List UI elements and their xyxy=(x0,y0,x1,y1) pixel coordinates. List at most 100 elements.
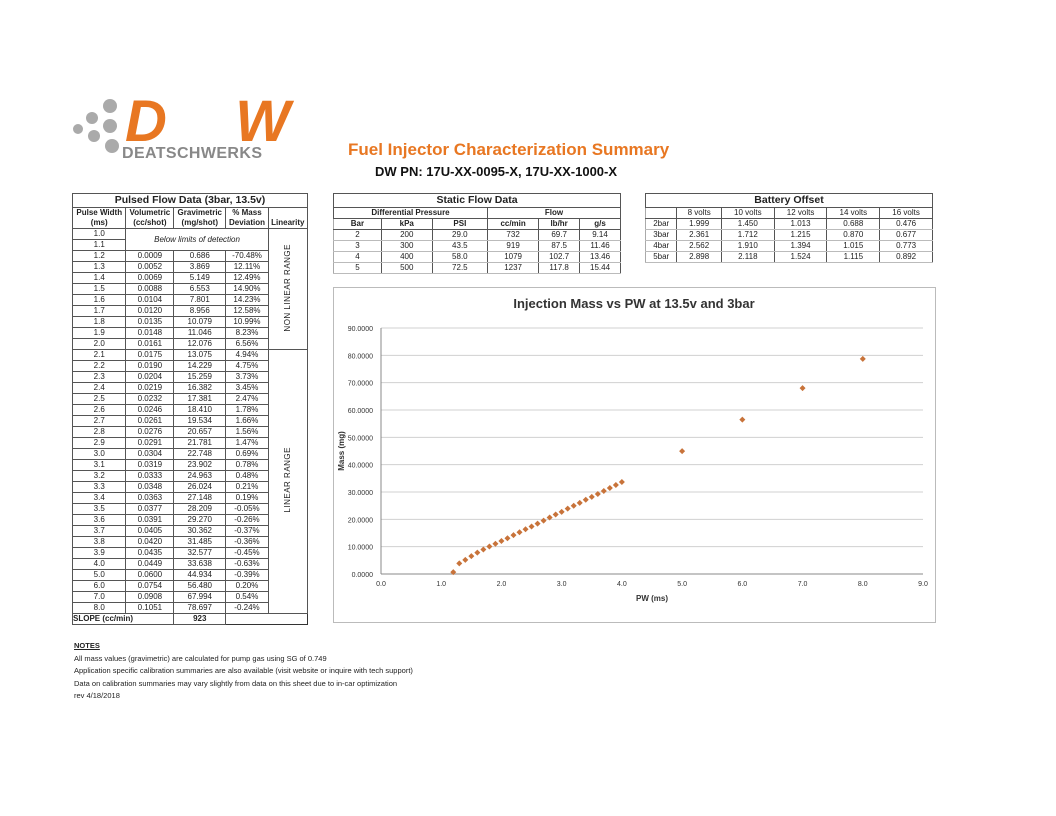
cell: 15.44 xyxy=(579,262,621,274)
cell: 1.524 xyxy=(773,251,828,263)
data-point xyxy=(588,493,595,500)
table-row: 3bar 2.361 1.712 1.215 0.870 0.677 xyxy=(644,229,933,241)
table-row: 2.3 0.0204 15.259 3.73% xyxy=(71,371,308,383)
gravimetric: 56.480 xyxy=(173,580,227,592)
column-header: cc/min xyxy=(487,218,540,230)
y-axis-label: Mass (mg) xyxy=(337,431,346,471)
x-tick-label: 6.0 xyxy=(737,581,747,588)
table-row: 2.1 0.0175 13.075 4.94% LINEAR RANGE xyxy=(71,349,309,614)
table-row: 1.9 0.0148 11.046 8.23% xyxy=(71,327,308,339)
column-header: (ms) xyxy=(71,218,127,229)
header-row: Bar kPa PSI cc/min lb/hr g/s xyxy=(333,218,621,230)
volumetric: 0.0190 xyxy=(125,360,175,372)
cell: 2.898 xyxy=(676,251,722,263)
cell: 4bar xyxy=(644,240,678,252)
cell: 0.688 xyxy=(826,218,881,230)
column-header: 8 volts xyxy=(676,207,722,219)
pulse-width: 6.0 xyxy=(71,580,127,592)
pulse-width: 3.8 xyxy=(71,536,127,548)
x-tick-label: 4.0 xyxy=(617,581,627,588)
pulse-width: 1.6 xyxy=(71,294,127,306)
cell: 72.5 xyxy=(431,262,489,274)
data-point xyxy=(558,508,565,515)
cell: 1.712 xyxy=(720,229,775,241)
volumetric: 0.0391 xyxy=(125,514,175,526)
mass-deviation: -0.63% xyxy=(225,558,269,570)
gravimetric: 27.148 xyxy=(173,492,227,504)
cell: 43.5 xyxy=(431,240,489,252)
data-point xyxy=(618,479,625,486)
data-point xyxy=(540,517,547,524)
column-header: (mg/shot) xyxy=(173,218,227,229)
mass-deviation: 0.21% xyxy=(225,481,269,493)
pulse-width: 1.2 xyxy=(71,250,127,262)
gravimetric: 33.638 xyxy=(173,558,227,570)
mass-deviation: 12.49% xyxy=(225,272,269,284)
gravimetric: 15.259 xyxy=(173,371,227,383)
cell: 9.14 xyxy=(579,229,621,241)
pulse-width: 2.7 xyxy=(71,415,127,427)
cell: 2.118 xyxy=(720,251,775,263)
volumetric: 0.0754 xyxy=(125,580,175,592)
cell: 919 xyxy=(487,240,540,252)
cell: 300 xyxy=(380,240,433,252)
injection-mass-chart: Injection Mass vs PW at 13.5v and 3bar 0.… xyxy=(333,287,936,623)
table-row: 3.4 0.0363 27.148 0.19% xyxy=(71,492,308,504)
cell: 1.215 xyxy=(773,229,828,241)
data-point xyxy=(450,569,457,576)
y-tick-label: 50.0000 xyxy=(348,435,373,442)
column-header: Bar xyxy=(333,218,382,230)
y-tick-label: 90.0000 xyxy=(348,326,373,333)
pulse-width: 2.4 xyxy=(71,382,127,394)
gravimetric: 32.577 xyxy=(173,547,227,559)
mass-deviation: -0.26% xyxy=(225,514,269,526)
volumetric: 0.0600 xyxy=(125,569,175,581)
gravimetric: 0.686 xyxy=(173,250,227,262)
table-row: 5 500 72.5 1237 117.8 15.44 xyxy=(333,262,621,274)
gravimetric: 78.697 xyxy=(173,602,227,614)
pulse-width: 1.4 xyxy=(71,272,127,284)
table-row: 6.0 0.0754 56.480 0.20% xyxy=(71,580,308,592)
mass-deviation: 6.56% xyxy=(225,338,269,350)
volumetric: 0.0291 xyxy=(125,437,175,449)
x-tick-label: 0.0 xyxy=(376,581,386,588)
column-header: g/s xyxy=(579,218,621,230)
gravimetric: 19.534 xyxy=(173,415,227,427)
title-row: Battery Offset xyxy=(645,193,933,208)
x-tick-label: 3.0 xyxy=(557,581,567,588)
mass-deviation: 1.47% xyxy=(225,437,269,449)
gravimetric: 18.410 xyxy=(173,404,227,416)
pulse-width: 1.7 xyxy=(71,305,127,317)
gravimetric: 28.209 xyxy=(173,503,227,515)
volumetric: 0.0261 xyxy=(125,415,175,427)
gravimetric: 23.902 xyxy=(173,459,227,471)
mass-deviation: -0.24% xyxy=(225,602,269,614)
pulse-width: 3.9 xyxy=(71,547,127,559)
note-line: Application specific calibration summari… xyxy=(74,666,413,675)
cell: 1.013 xyxy=(773,218,828,230)
pulse-width: 4.0 xyxy=(71,558,127,570)
pulse-width: 3.1 xyxy=(71,459,127,471)
pulse-width: 3.6 xyxy=(71,514,127,526)
column-header: Gravimetric xyxy=(173,207,227,218)
table-row: 3.0 0.0304 22.748 0.69% xyxy=(71,448,308,460)
cell: 1079 xyxy=(487,251,540,263)
volumetric: 0.0435 xyxy=(125,547,175,559)
cell: 4 xyxy=(333,251,382,263)
note-line: All mass values (gravimetric) are calcul… xyxy=(74,653,327,663)
cell: 500 xyxy=(380,262,433,274)
cell: 1.394 xyxy=(773,240,828,252)
data-point xyxy=(474,549,481,556)
data-point xyxy=(546,514,553,521)
volumetric: 0.1051 xyxy=(125,602,175,614)
pulse-width: 1.0 xyxy=(71,228,127,240)
volumetric: 0.0104 xyxy=(125,294,175,306)
volumetric: 0.0135 xyxy=(125,316,175,328)
table-row: 4.0 0.0449 33.638 -0.63% xyxy=(71,558,308,570)
static-flow-table: Static Flow Data Differential Pressure Flo… xyxy=(332,193,621,274)
nonlinear-range-label: NON LINEAR RANGE xyxy=(267,228,309,350)
cell: 87.5 xyxy=(538,240,581,252)
gravimetric: 3.869 xyxy=(173,261,227,273)
mass-deviation: 14.23% xyxy=(225,294,269,306)
column-header: % Mass xyxy=(225,207,269,218)
